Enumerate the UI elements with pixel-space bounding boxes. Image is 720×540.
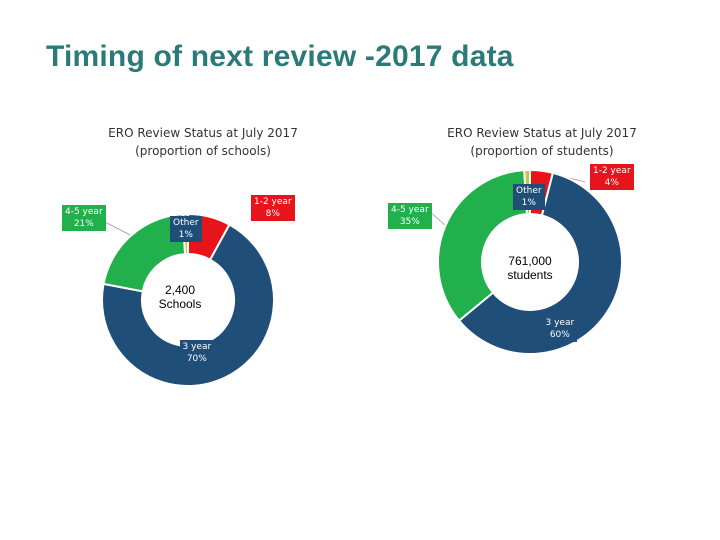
data-label-students-1-2-year: 1-2 year 4% [590, 164, 634, 190]
data-label-value: 1% [521, 198, 536, 208]
data-label-value: 60% [549, 330, 570, 340]
data-label-category: 1-2 year [254, 197, 292, 207]
data-label-schools-3-year: 3 year 70% [179, 340, 215, 366]
center-label-students: 761,000 students [490, 254, 570, 282]
data-label-students-4-5-year: 4-5 year 35% [388, 203, 432, 229]
chart-title-students-line1: ERO Review Status at July 2017 [447, 126, 637, 140]
data-label-schools-4-5-year: 4-5 year 21% [62, 205, 106, 231]
center-label-schools-line1: 2,400 [164, 283, 196, 297]
data-label-category: 4-5 year [65, 207, 103, 217]
slice-students-4-5-year [437, 169, 529, 323]
center-label-schools: 2,400 Schools [140, 283, 220, 311]
data-label-category: Other [516, 186, 542, 196]
leader-line-students-4-5-year [429, 211, 446, 226]
data-label-students-other: Other 1% [513, 184, 545, 210]
center-label-students-line1: 761,000 [508, 254, 552, 268]
chart-title-schools-line1: ERO Review Status at July 2017 [108, 126, 298, 140]
data-label-value: 4% [604, 178, 619, 188]
center-label-students-line2: students [507, 268, 553, 282]
data-label-category: 3 year [545, 318, 575, 328]
data-label-value: 21% [73, 219, 94, 229]
data-label-value: 70% [186, 354, 207, 364]
data-label-category: 3 year [182, 342, 212, 352]
chart-title-schools: ERO Review Status at July 2017 (proporti… [88, 124, 318, 160]
data-label-schools-other: Other 1% [170, 216, 202, 242]
data-label-category: 1-2 year [593, 166, 631, 176]
slice-students-3-year [457, 171, 623, 355]
chart-title-students: ERO Review Status at July 2017 (proporti… [427, 124, 657, 160]
data-label-value: 35% [399, 217, 420, 227]
center-label-schools-line2: Schools [158, 297, 202, 311]
chart-subtitle-schools: (proportion of schools) [135, 144, 271, 158]
data-label-category: 4-5 year [391, 205, 429, 215]
data-label-category: Other [173, 218, 199, 228]
data-label-value: 8% [265, 209, 280, 219]
data-label-value: 1% [178, 230, 193, 240]
data-label-schools-1-2-year: 1-2 year 8% [251, 195, 295, 221]
leader-line-schools-4-5-year [104, 221, 132, 236]
page-title: Timing of next review -2017 data [46, 40, 514, 73]
slice-schools-3-year [101, 223, 275, 387]
chart-subtitle-students: (proportion of students) [470, 144, 614, 158]
data-label-students-3-year: 3 year 60% [542, 316, 578, 342]
